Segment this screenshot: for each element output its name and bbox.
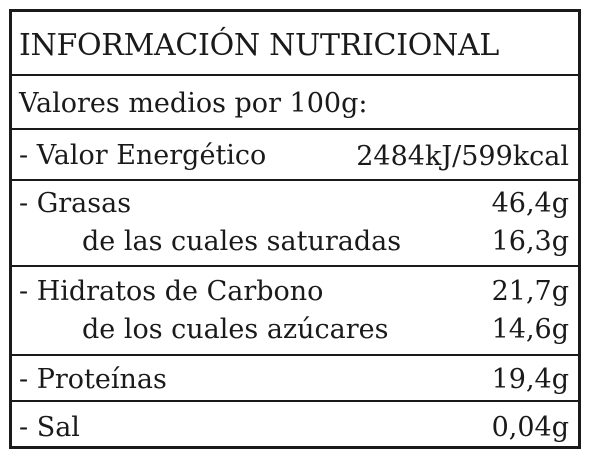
sugars-value: 14,6g	[491, 314, 569, 345]
fat-label: - Grasas	[19, 188, 132, 219]
subtitle-row: Valores medios por 100g:	[12, 76, 578, 130]
salt-row: - Sal 0,04g	[12, 402, 578, 446]
title-row: INFORMACIÓN NUTRICIONAL	[12, 12, 578, 76]
protein-label: - Proteínas	[19, 364, 167, 395]
per-100g-subtitle: Valores medios por 100g:	[19, 88, 368, 119]
carbs-label: - Hidratos de Carbono	[19, 276, 324, 307]
sugars-label: de los cuales azúcares	[82, 314, 389, 345]
protein-value: 19,4g	[491, 364, 569, 395]
carbs-row: - Hidratos de Carbono 21,7g de los cuale…	[12, 267, 578, 356]
energy-value: 2484kJ/599kcal	[356, 141, 569, 172]
nutrition-title: INFORMACIÓN NUTRICIONAL	[19, 28, 499, 63]
salt-value: 0,04g	[491, 412, 569, 443]
saturated-fat-label: de las cuales saturadas	[82, 226, 402, 257]
energy-row: - Valor Energético 2484kJ/599kcal	[12, 130, 578, 181]
carbs-value: 21,7g	[491, 276, 569, 307]
fat-row: - Grasas 46,4g de las cuales saturadas 1…	[12, 181, 578, 267]
energy-label: - Valor Energético	[19, 140, 267, 171]
saturated-fat-value: 16,3g	[491, 226, 569, 257]
nutrition-label: INFORMACIÓN NUTRICIONAL Valores medios p…	[9, 9, 581, 449]
fat-value: 46,4g	[491, 188, 569, 219]
protein-row: - Proteínas 19,4g	[12, 356, 578, 402]
salt-label: - Sal	[19, 412, 80, 443]
